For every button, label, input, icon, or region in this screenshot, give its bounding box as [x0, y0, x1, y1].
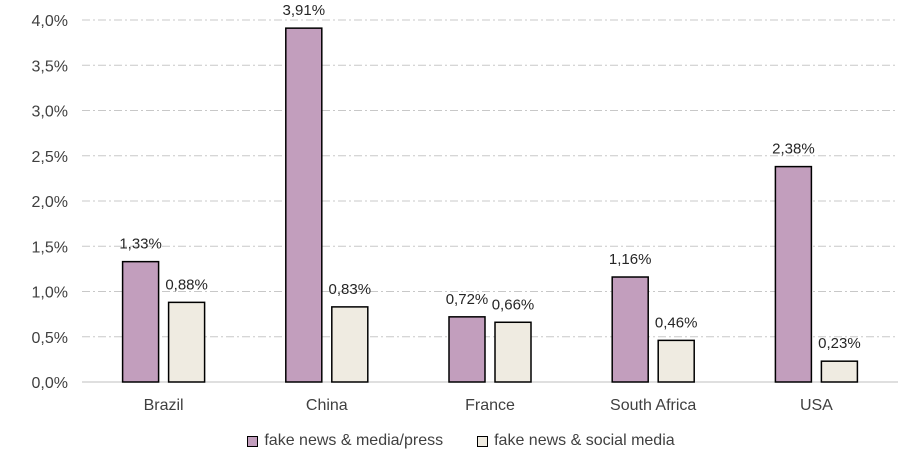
legend: fake news & media/press fake news & soci…	[0, 432, 922, 450]
legend-swatch-media-press	[247, 435, 259, 447]
data-label: 3,91%	[283, 2, 326, 19]
bar	[820, 360, 859, 383]
bar	[448, 316, 486, 383]
bar	[774, 165, 813, 383]
bar	[285, 27, 323, 383]
legend-label-social-media: fake news & social media	[494, 432, 675, 449]
x-tick-label: South Africa	[610, 397, 696, 414]
data-label: 0,88%	[165, 276, 208, 293]
x-tick-label: USA	[800, 397, 833, 414]
data-label: 2,38%	[772, 141, 815, 158]
y-tick-label: 3,0%	[32, 104, 68, 121]
x-tick-label: France	[465, 397, 515, 414]
x-tick-label: Brazil	[144, 397, 184, 414]
data-label: 0,46%	[655, 314, 698, 331]
bar-chart-plot: 0,0% 0,5% 1,0% 1,5% 2,0% 2,5% 3,0% 3,5% 4,0% 1,33…	[32, 2, 898, 414]
y-tick-label: 3,5%	[32, 58, 68, 75]
y-tick-label: 2,5%	[32, 149, 68, 166]
y-tick-label: 1,0%	[32, 285, 68, 302]
bar	[167, 301, 206, 383]
bar	[657, 339, 695, 383]
y-tick-label: 0,0%	[32, 375, 68, 392]
y-tick-label: 0,5%	[32, 330, 68, 347]
data-label: 0,23%	[818, 335, 861, 352]
legend-label-media-press: fake news & media/press	[264, 432, 444, 449]
data-label: 1,16%	[609, 251, 652, 268]
y-tick-label: 1,5%	[32, 239, 68, 256]
bar	[331, 306, 369, 383]
y-tick-label: 4,0%	[32, 13, 68, 30]
data-label: 0,72%	[446, 291, 489, 308]
bar	[494, 321, 532, 383]
legend-swatch-social-media	[477, 435, 489, 447]
y-tick-label: 2,0%	[32, 194, 68, 211]
x-tick-label: China	[306, 397, 348, 414]
data-label: 0,66%	[492, 296, 535, 313]
bar	[121, 260, 160, 383]
data-label: 1,33%	[119, 236, 162, 253]
data-label: 0,83%	[329, 281, 372, 298]
legend-item-social-media: fake news & social media	[477, 432, 675, 450]
bar	[611, 276, 649, 383]
legend-item-media-press: fake news & media/press	[247, 432, 443, 450]
